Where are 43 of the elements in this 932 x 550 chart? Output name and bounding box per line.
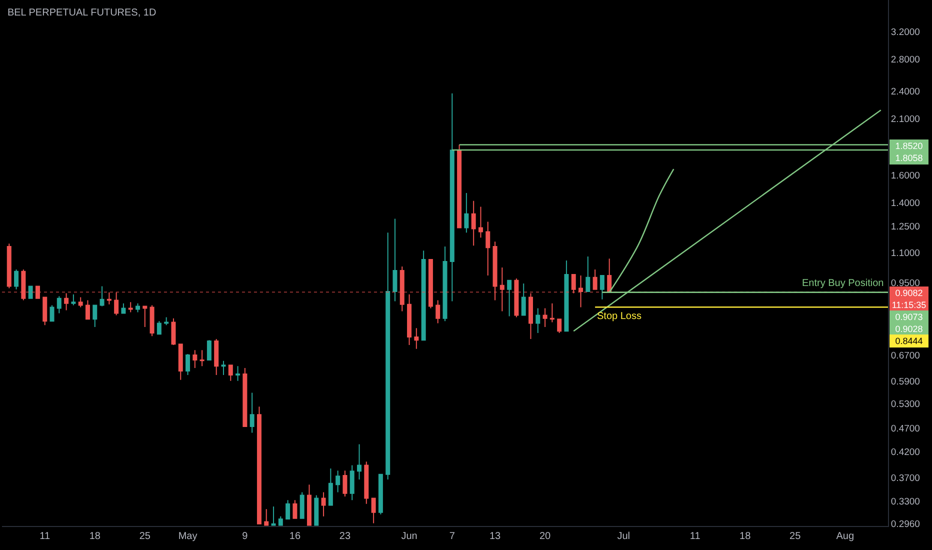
annotation: 0.9082 bbox=[895, 288, 923, 298]
x-tick-label: 18 bbox=[89, 531, 101, 542]
y-tick-label: 0.5300 bbox=[890, 398, 920, 410]
series-label: Stop Loss bbox=[597, 311, 642, 322]
text: 0.8444 bbox=[895, 336, 923, 346]
x-tick-label: 18 bbox=[740, 531, 752, 542]
y-tick-label: 0.3300 bbox=[890, 496, 920, 508]
x-tick-label: 25 bbox=[790, 531, 802, 542]
x-tick-label: Aug bbox=[836, 531, 854, 542]
y-tick-label: 0.9500 bbox=[890, 278, 920, 290]
x-tick-label: 13 bbox=[489, 531, 502, 542]
x-tick-label: 25 bbox=[139, 531, 151, 542]
y-tick-label: 2.8000 bbox=[890, 54, 920, 66]
x-tick-label: Jul bbox=[617, 531, 630, 542]
series-label: Entry Buy Position bbox=[802, 278, 884, 289]
y-tick-label: 2.4000 bbox=[890, 86, 920, 98]
text: 0.9073 bbox=[895, 312, 923, 322]
x-tick-label: 16 bbox=[289, 531, 301, 542]
x-tick-label: 11 bbox=[690, 531, 701, 542]
x-tick-label: May bbox=[178, 531, 198, 542]
text: 1.8058 bbox=[895, 153, 923, 163]
y-tick-label: 2.1000 bbox=[890, 114, 920, 126]
y-tick-label: 1.1000 bbox=[890, 248, 920, 259]
y-tick-label: 0.4700 bbox=[890, 424, 920, 435]
y-tick-label: 1.2500 bbox=[890, 221, 920, 232]
text: 0.9028 bbox=[895, 324, 923, 334]
y-tick-label: 3.2000 bbox=[890, 27, 920, 38]
y-tick-label: 0.5900 bbox=[890, 376, 920, 388]
y-tick-label: 1.4000 bbox=[890, 198, 920, 209]
x-tick-label: 23 bbox=[339, 531, 351, 542]
y-tick-label: 0.3700 bbox=[890, 473, 920, 484]
y-tick-label: 0.2960 bbox=[890, 519, 920, 530]
x-tick-label: 20 bbox=[539, 531, 552, 542]
x-tick-label: 11 bbox=[40, 531, 50, 542]
y-tick-label: 1.6000 bbox=[890, 170, 920, 182]
text: 11:15:35 bbox=[892, 300, 926, 310]
y-tick-label: 0.4200 bbox=[890, 446, 920, 458]
y-tick-label: 0.6700 bbox=[890, 350, 920, 362]
x-tick-label: Jun bbox=[401, 531, 418, 542]
annotation: 1.8520 bbox=[895, 141, 923, 151]
x-tick-label: 9 bbox=[242, 531, 248, 542]
text: BEL PERPETUAL FUTURES, 1D bbox=[7, 7, 156, 18]
x-tick-label: 7 bbox=[449, 531, 456, 542]
